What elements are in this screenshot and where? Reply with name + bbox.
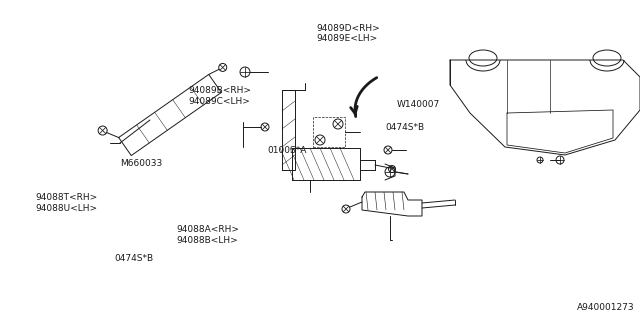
Text: 0474S*B: 0474S*B: [385, 124, 424, 132]
Text: A940001273: A940001273: [577, 303, 635, 312]
Text: 94089B<RH>
94089C<LH>: 94089B<RH> 94089C<LH>: [189, 86, 252, 106]
Text: 0100S*A: 0100S*A: [268, 146, 307, 155]
Text: M660033: M660033: [120, 159, 163, 168]
Text: 0474S*B: 0474S*B: [114, 254, 153, 263]
Text: 94088T<RH>
94088U<LH>: 94088T<RH> 94088U<LH>: [35, 194, 97, 213]
Text: W140007: W140007: [397, 100, 440, 109]
Text: 94088A<RH>
94088B<LH>: 94088A<RH> 94088B<LH>: [176, 226, 239, 245]
Text: 94089D<RH>
94089E<LH>: 94089D<RH> 94089E<LH>: [317, 24, 381, 43]
